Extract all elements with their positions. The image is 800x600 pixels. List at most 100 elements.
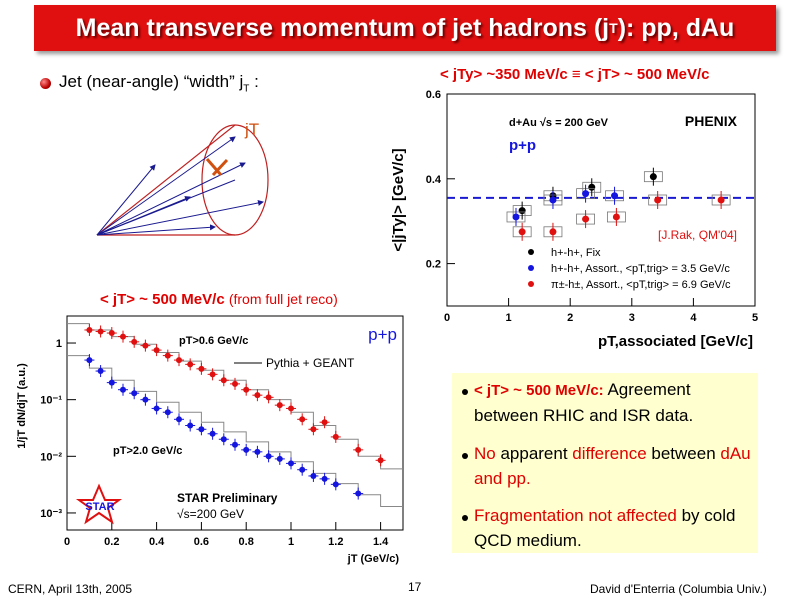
main-bullet: Jet (near-angle) “width” jT : bbox=[40, 72, 259, 94]
footer-page-number: 17 bbox=[408, 580, 422, 594]
footer-right: David d'Enterria (Columbia Univ.) bbox=[590, 582, 767, 596]
jet-track-3 bbox=[96, 162, 246, 236]
star-logo-text: STAR bbox=[85, 501, 114, 513]
series-label: pT>0.6 GeV/c bbox=[179, 335, 248, 347]
note-text-part: No bbox=[474, 444, 496, 463]
jet-track-5 bbox=[96, 200, 264, 236]
y-axis-label: <|jTy|> [GeV/c] bbox=[390, 148, 407, 251]
legend-entry: Pythia + GEANT bbox=[266, 356, 355, 370]
preliminary-label: STAR Preliminary bbox=[177, 491, 278, 505]
legend-marker-black bbox=[528, 249, 534, 255]
data-point-blue bbox=[243, 446, 250, 453]
legend-marker-red bbox=[528, 281, 534, 287]
note-2: No apparent difference between dAu and p… bbox=[462, 441, 758, 491]
note-text-part: by cold QCD medium. bbox=[474, 506, 736, 550]
data-point-blue bbox=[86, 357, 93, 364]
x-tick-label: 0.6 bbox=[194, 536, 209, 548]
x-tick-label: 1 bbox=[506, 312, 512, 324]
y-tick-label: 0.2 bbox=[426, 259, 441, 271]
data-point-blue bbox=[582, 190, 590, 198]
data-point-blue bbox=[355, 490, 362, 497]
data-point-blue bbox=[198, 426, 205, 433]
data-point-red bbox=[377, 457, 384, 464]
jet-axis bbox=[96, 179, 236, 236]
x-tick-label: 3 bbox=[629, 312, 635, 324]
y-tick-label: 10⁻² bbox=[40, 451, 62, 463]
left-label: < jT> ~ 500 MeV/c (from full jet reco) bbox=[100, 291, 338, 308]
data-point-red bbox=[355, 446, 362, 453]
data-point-red bbox=[232, 380, 238, 387]
data-point-blue bbox=[108, 379, 115, 386]
x-tick-label: 0 bbox=[444, 312, 450, 324]
data-point-blue bbox=[120, 386, 126, 393]
top-right-label: < jTy> ~350 MeV/c ≡ < jT> ~ 500 MeV/c bbox=[440, 66, 710, 83]
note-text-part: between bbox=[646, 444, 721, 463]
data-point-blue bbox=[209, 430, 216, 437]
x-axis-label: pT,associated [GeV/c] bbox=[598, 333, 753, 350]
data-point-blue bbox=[187, 422, 194, 429]
data-point-blue bbox=[232, 441, 238, 448]
data-point-red bbox=[176, 357, 182, 364]
data-point-red bbox=[654, 196, 662, 204]
data-point-red bbox=[164, 352, 171, 359]
data-point-red bbox=[254, 392, 261, 399]
y-tick-label: 1 bbox=[56, 338, 62, 350]
x-tick-label: 5 bbox=[752, 312, 758, 324]
jet-track-1 bbox=[96, 164, 156, 236]
data-point-red bbox=[209, 371, 216, 378]
x-tick-label: 1.2 bbox=[328, 536, 343, 548]
data-point-blue bbox=[131, 390, 138, 397]
data-point-blue bbox=[164, 409, 171, 416]
data-point-red bbox=[288, 405, 294, 412]
x-tick-label: 0.2 bbox=[104, 536, 119, 548]
star-jt-chart: 0 0.2 0.4 0.6 0.8 1 1.2 1.4 10⁻³ 10⁻² 10⁻¹ 1 1/jT dN… bbox=[16, 315, 404, 565]
data-point-red bbox=[332, 433, 339, 440]
note-text-part: dAu and pp. bbox=[474, 444, 751, 488]
footer-left: CERN, April 13th, 2005 bbox=[8, 582, 133, 596]
jt-arrow-icon bbox=[205, 158, 229, 177]
note-text-part: Fragmentation not affected bbox=[474, 506, 677, 525]
cone-edge-upper bbox=[96, 124, 236, 236]
bullet-ball-icon bbox=[40, 77, 51, 89]
data-point-red bbox=[265, 394, 272, 401]
data-point-red bbox=[153, 347, 160, 354]
data-point-blue bbox=[321, 475, 328, 482]
phenix-logo: PHENIX bbox=[685, 113, 738, 129]
system-label: d+Au √s = 200 GeV bbox=[509, 117, 609, 129]
data-point-blue bbox=[512, 213, 520, 221]
data-point-red bbox=[549, 228, 557, 236]
data-point-red bbox=[97, 328, 104, 335]
star-logo-icon bbox=[75, 483, 123, 525]
x-tick-label: 1 bbox=[288, 536, 294, 548]
data-point-red bbox=[86, 326, 93, 333]
x-axis-label: jT (GeV/c) bbox=[347, 553, 400, 565]
data-point-blue bbox=[220, 436, 227, 443]
legend-entry: π±-h±, Assort., <pT,trig> = 6.9 GeV/c bbox=[551, 279, 731, 291]
data-point-red bbox=[220, 377, 227, 384]
jet-track-6 bbox=[96, 224, 216, 236]
data-point-blue bbox=[153, 405, 160, 412]
x-tick-label: 0 bbox=[64, 536, 70, 548]
summary-box: < jT> ~ 500 MeV/c: Agreement between RHI… bbox=[452, 373, 758, 553]
note-dot-icon bbox=[462, 515, 468, 521]
data-point-red bbox=[518, 228, 526, 236]
data-point-blue bbox=[611, 192, 619, 200]
data-point-red bbox=[120, 333, 126, 340]
data-point-blue bbox=[288, 460, 294, 467]
note-1: < jT> ~ 500 MeV/c: Agreement between RHI… bbox=[462, 377, 758, 428]
data-point-red bbox=[142, 342, 149, 349]
x-tick-label: 4 bbox=[690, 312, 697, 324]
data-point-red bbox=[717, 196, 725, 204]
x-tick-label: 1.4 bbox=[373, 536, 389, 548]
citation: [J.Rak, QM'04] bbox=[658, 228, 737, 242]
collision-label: p+p bbox=[368, 325, 397, 344]
data-point-blue bbox=[276, 455, 283, 462]
x-tick-label: 0.4 bbox=[149, 536, 165, 548]
y-tick-label: 10⁻³ bbox=[40, 508, 62, 520]
data-point-red bbox=[310, 426, 317, 433]
series-label: pT>2.0 GeV/c bbox=[113, 445, 182, 457]
data-point-blue bbox=[299, 466, 306, 473]
jt-cone-label: jT bbox=[244, 120, 259, 139]
data-point-blue bbox=[549, 196, 557, 204]
data-point-red bbox=[108, 330, 115, 337]
